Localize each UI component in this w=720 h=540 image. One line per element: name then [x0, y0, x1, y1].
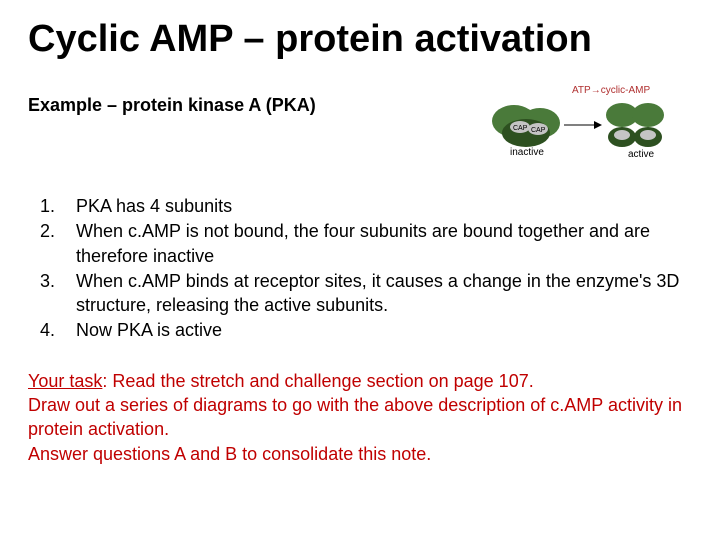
list-item: PKA has 4 subunits — [76, 194, 692, 218]
cap-icon — [614, 130, 630, 140]
inactive-complex: CAP CAP — [492, 105, 560, 147]
subtitle-row: Example – protein kinase A (PKA) ATP→cyc… — [28, 83, 692, 166]
active-complex — [606, 103, 664, 147]
svg-text:CAP: CAP — [513, 125, 528, 132]
reaction-text: ATP→cyclic-AMP — [572, 85, 650, 96]
inactive-label: inactive — [510, 147, 544, 158]
task-line-1: Your task: Read the stretch and challeng… — [28, 369, 692, 393]
task-line-3: Answer questions A and B to consolidate … — [28, 442, 692, 466]
numbered-list: PKA has 4 subunits When c.AMP is not bou… — [28, 194, 692, 343]
pka-diagram: ATP→cyclic-AMP CAP CAP inactive — [472, 83, 682, 166]
page-title: Cyclic AMP – protein activation — [28, 18, 692, 61]
list-item: When c.AMP binds at receptor sites, it c… — [76, 269, 692, 318]
task-line-2: Draw out a series of diagrams to go with… — [28, 393, 692, 442]
cap-icon — [640, 130, 656, 140]
svg-text:CAP: CAP — [531, 127, 546, 134]
task-block: Your task: Read the stretch and challeng… — [28, 369, 692, 466]
active-label: active — [628, 149, 655, 160]
list-item: When c.AMP is not bound, the four subuni… — [76, 219, 692, 268]
list-item: Now PKA is active — [76, 318, 692, 342]
task-label: Your task — [28, 371, 102, 391]
example-subtitle: Example – protein kinase A (PKA) — [28, 83, 316, 116]
